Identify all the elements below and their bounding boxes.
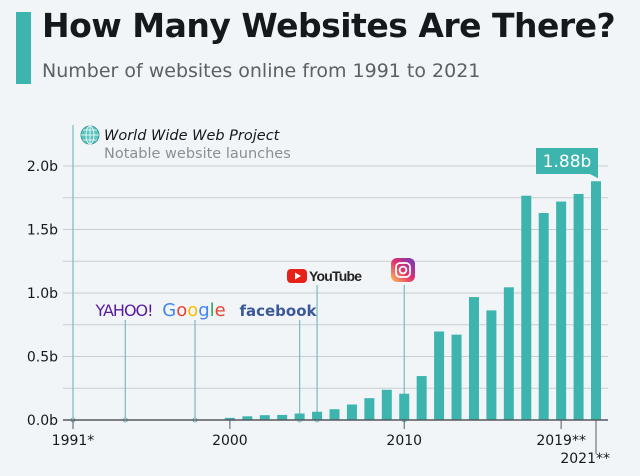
instagram-logo-frame <box>395 262 411 278</box>
bar-2013 <box>451 334 462 420</box>
y-tick-label: 1.0b <box>27 286 58 302</box>
bar-2001 <box>242 416 253 420</box>
bar-2006 <box>329 409 340 420</box>
annotation-note: Notable website launches <box>104 146 291 162</box>
x-tick-label: 2021** <box>560 451 610 467</box>
bar-2004 <box>294 413 305 420</box>
value-callout-box <box>536 148 598 174</box>
y-tick-label: 0.0b <box>27 413 58 429</box>
bar-2010 <box>399 393 410 420</box>
annotation-www-label: World Wide Web Project <box>104 128 281 144</box>
y-tick-label: 0.5b <box>27 350 58 366</box>
bar-2018 <box>538 212 549 420</box>
bar-2014 <box>468 297 479 420</box>
bar-2021 <box>591 181 601 420</box>
yahoo-logo: YAHOO! <box>94 301 152 320</box>
globe-icon-lines <box>81 126 99 144</box>
value-callout-label: 1.88b <box>543 152 592 172</box>
google-logo: Google <box>162 300 226 321</box>
bar-2019 <box>556 201 567 420</box>
x-tick-label: 1991* <box>52 433 95 449</box>
facebook-logo: facebook <box>239 302 317 320</box>
page-title: How Many Websites Are There? <box>42 6 616 45</box>
bar-2009 <box>381 389 392 420</box>
bar-2017 <box>521 195 532 420</box>
value-callout-pointer <box>588 173 598 179</box>
page-subtitle: Number of websites online from 1991 to 2… <box>42 60 481 82</box>
x-tick-label: 2019** <box>536 433 586 449</box>
bar-2016 <box>503 287 514 420</box>
bar-2008 <box>364 398 375 420</box>
instagram-logo-lens <box>398 265 408 275</box>
youtube-logo: YouTube <box>309 268 362 284</box>
x-tick-label: 2010 <box>386 433 422 449</box>
y-tick-label: 2.0b <box>27 159 58 175</box>
bar-2005 <box>312 411 323 420</box>
bar-2007 <box>346 404 357 420</box>
bar-2012 <box>434 331 445 420</box>
bar-2000 <box>224 417 235 420</box>
globe-icon-meridian <box>85 125 95 145</box>
title-accent-bar <box>16 12 31 84</box>
instagram-logo <box>391 258 415 282</box>
x-tick-label: 2000 <box>212 433 248 449</box>
bar-2002 <box>259 415 270 420</box>
y-tick-label: 1.5b <box>27 223 58 239</box>
bar-2003 <box>277 414 288 420</box>
bar-2015 <box>486 310 497 420</box>
bar-2020 <box>573 193 584 420</box>
bar-2011 <box>416 376 427 420</box>
youtube-play-icon <box>295 272 301 280</box>
